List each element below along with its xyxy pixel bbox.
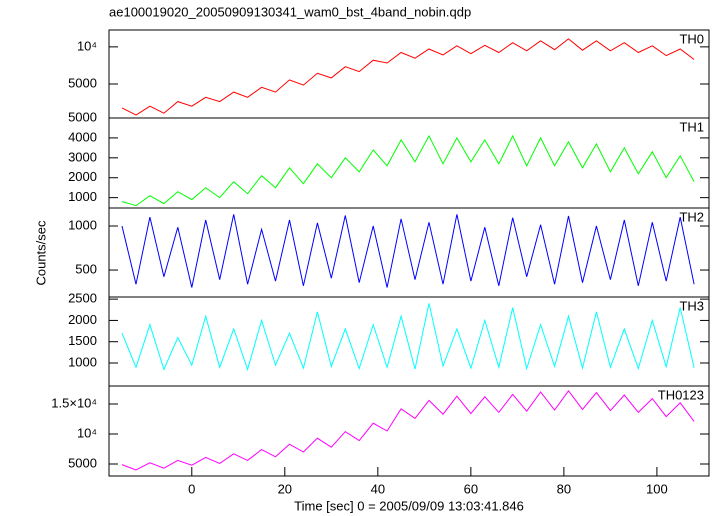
x-tick-label: 80 xyxy=(557,481,571,496)
x-tick-label: 100 xyxy=(646,481,668,496)
light-curve xyxy=(121,389,695,471)
y-tick-label: 3000 xyxy=(68,149,97,164)
panel-label: TH1 xyxy=(679,119,704,134)
y-tick-label: 5000 xyxy=(68,109,97,124)
y-tick-label: 1000 xyxy=(68,217,97,232)
panel-frame xyxy=(108,117,710,209)
x-tick-label: 60 xyxy=(464,481,478,496)
panel-frame xyxy=(108,29,710,119)
y-tick-label: 1.5×10⁴ xyxy=(51,395,97,410)
y-tick-label: 2500 xyxy=(68,291,97,306)
panel-label: TH3 xyxy=(679,298,704,313)
x-tick-label: 40 xyxy=(371,481,385,496)
light-curve xyxy=(121,303,695,372)
y-axis-label: Counts/sec xyxy=(33,220,48,286)
y-tick-label: 2000 xyxy=(68,169,97,184)
panel-label: TH0 xyxy=(679,31,704,46)
x-axis-label: Time [sec] 0 = 2005/09/09 13:03:41.846 xyxy=(294,498,524,513)
x-tick-label: 0 xyxy=(188,481,195,496)
y-tick-label: 10⁴ xyxy=(77,38,97,53)
y-tick-label: 1000 xyxy=(68,189,97,204)
panel-label: TH0123 xyxy=(658,387,704,402)
y-tick-label: 2000 xyxy=(68,312,97,327)
y-tick-label: 500 xyxy=(75,261,97,276)
panel-frame xyxy=(108,385,710,477)
light-curve xyxy=(121,38,695,116)
chart-title: ae100019020_20050909130341_wam0_bst_4ban… xyxy=(109,4,471,19)
light-curve xyxy=(121,214,695,288)
light-curve xyxy=(121,134,695,207)
y-tick-label: 5000 xyxy=(68,455,97,470)
panel-label: TH2 xyxy=(679,209,704,224)
y-tick-label: 1000 xyxy=(68,354,97,369)
y-tick-label: 5000 xyxy=(68,75,97,90)
y-tick-label: 1500 xyxy=(68,333,97,348)
x-tick-label: 20 xyxy=(278,481,292,496)
y-tick-label: 10⁴ xyxy=(77,425,97,440)
y-tick-label: 4000 xyxy=(68,129,97,144)
